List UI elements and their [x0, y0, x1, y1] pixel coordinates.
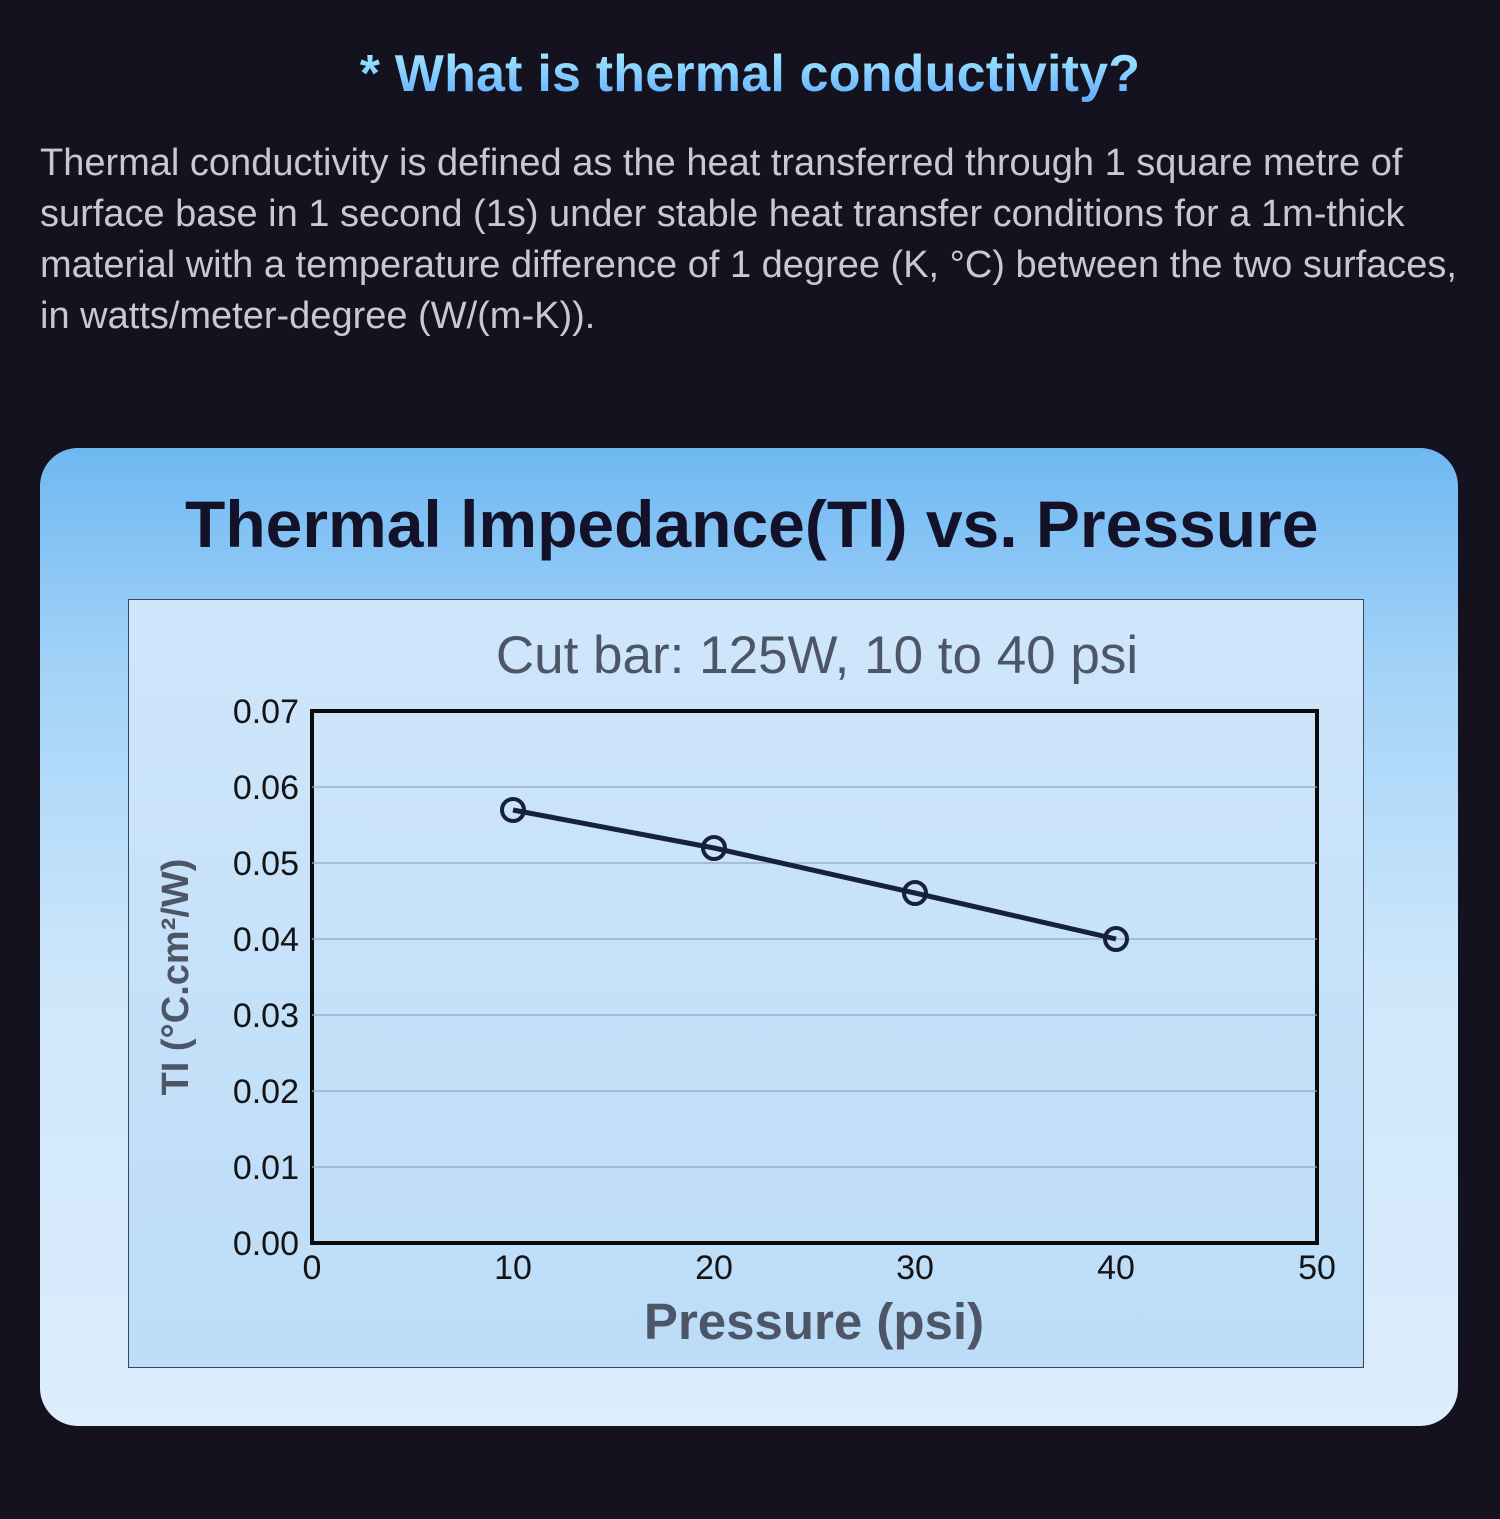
- svg-text:0.04: 0.04: [233, 921, 299, 959]
- svg-text:30: 30: [896, 1249, 934, 1287]
- svg-text:0.01: 0.01: [233, 1149, 299, 1187]
- svg-text:Pressure (psi): Pressure (psi): [644, 1293, 984, 1350]
- svg-text:0: 0: [303, 1249, 322, 1287]
- svg-text:10: 10: [494, 1249, 532, 1287]
- svg-text:20: 20: [695, 1249, 733, 1287]
- svg-text:0.00: 0.00: [233, 1225, 299, 1263]
- svg-text:0.06: 0.06: [233, 769, 299, 807]
- svg-text:Cut bar: 125W, 10 to 40 psi: Cut bar: 125W, 10 to 40 psi: [496, 626, 1138, 685]
- svg-text:40: 40: [1097, 1249, 1135, 1287]
- svg-text:50: 50: [1298, 1249, 1336, 1287]
- svg-text:0.02: 0.02: [233, 1073, 299, 1111]
- svg-text:0.05: 0.05: [233, 845, 299, 883]
- svg-text:TI (°C.cm²/W): TI (°C.cm²/W): [155, 859, 197, 1096]
- svg-text:0.03: 0.03: [233, 997, 299, 1035]
- svg-text:0.07: 0.07: [233, 693, 299, 731]
